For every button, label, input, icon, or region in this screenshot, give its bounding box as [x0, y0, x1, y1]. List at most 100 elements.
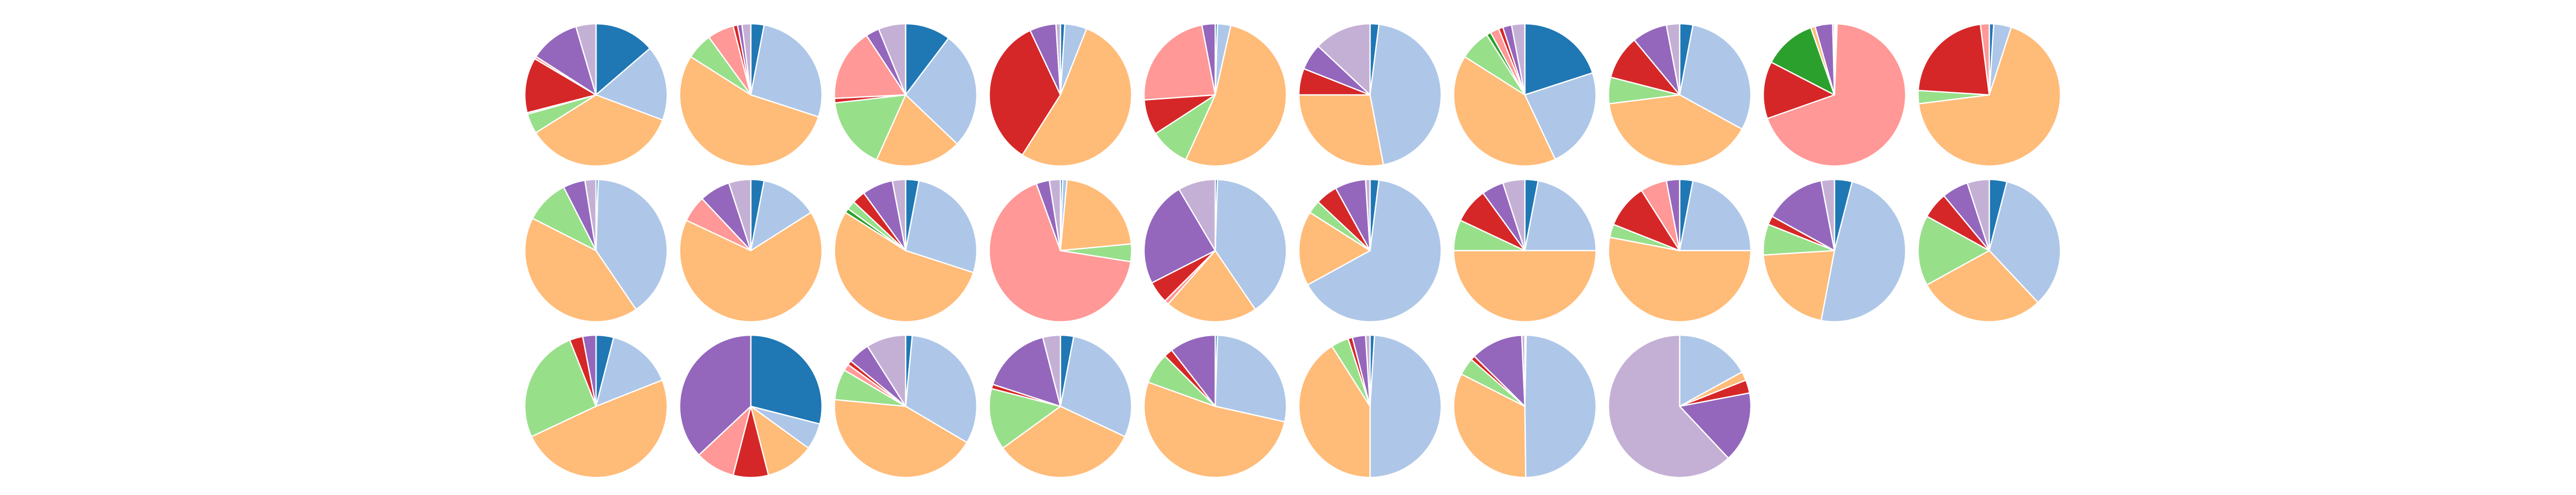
pie-21: [524, 334, 668, 478]
pie-7-slice-dark_blue: [1524, 23, 1593, 96]
pie-14-slice-pink: [988, 183, 1132, 323]
pie-3-slice-light_green: [834, 94, 907, 161]
pie-17-slice-lavender: [1502, 178, 1526, 252]
pie-7-slice-light_blue: [1524, 72, 1597, 160]
pie-8-slice-orange: [1608, 94, 1743, 167]
pies-group: [524, 23, 2062, 478]
pie-25-slice-purple: [1171, 334, 1216, 407]
pie-9-slice-lavender: [1832, 23, 1836, 96]
pie-6-slice-light_blue: [1369, 23, 1442, 166]
pie-26-slice-light_blue: [1369, 335, 1442, 478]
pie-19-slice-purple: [1771, 180, 1836, 252]
pie-15-slice-purple: [1143, 188, 1216, 284]
pie-1-slice-orange: [535, 94, 664, 167]
pie-23: [833, 334, 978, 478]
pie-3-slice-light_blue: [905, 37, 978, 145]
pie-27-slice-lavender: [1521, 334, 1526, 407]
pie-11-slice-light_green: [532, 186, 597, 252]
pie-5-slice-light_green: [1155, 94, 1216, 160]
pie-24-slice-light_blue: [1059, 336, 1133, 438]
pie-18: [1607, 178, 1752, 323]
pie-4-slice-orange: [1021, 28, 1133, 167]
pie-18-slice-red: [1613, 190, 1681, 252]
pie-7: [1453, 23, 1597, 167]
pie-21-slice-light_blue: [595, 337, 663, 407]
pie-6: [1298, 23, 1442, 167]
pie-24-slice-lavender: [1042, 334, 1061, 407]
pie-19-slice-orange: [1763, 250, 1836, 321]
pie-25-slice-orange: [1143, 382, 1285, 478]
pie-5-slice-pink: [1143, 24, 1216, 101]
pie-20-slice-light_blue: [1988, 181, 2062, 303]
pie-25: [1143, 334, 1287, 478]
pie-2-slice-lavender: [741, 23, 752, 96]
pie-22-slice-orange: [750, 405, 809, 476]
pie-11-slice-lavender: [584, 178, 597, 252]
pie-10: [1917, 23, 2062, 167]
pie-28: [1607, 334, 1752, 478]
pie-27: [1453, 334, 1597, 478]
pie-11: [524, 178, 668, 323]
pie-3: [833, 23, 978, 167]
pie-14-slice-orange: [1059, 179, 1132, 252]
pie-14: [988, 178, 1133, 323]
pie-20-slice-lavender: [1967, 178, 1990, 252]
pie-8-slice-red: [1610, 39, 1681, 96]
pie-21-slice-orange: [530, 379, 668, 478]
pie-13-slice-orange: [833, 211, 974, 323]
pie-1-slice-dark_blue: [595, 23, 651, 96]
pie-15-slice-light_blue: [1214, 178, 1287, 310]
pie-16-slice-light_blue: [1307, 179, 1442, 323]
pie-4-slice-lavender: [1055, 23, 1061, 96]
pie-1-slice-red: [524, 58, 597, 113]
pie-5-slice-purple: [1201, 23, 1216, 96]
pie-20-slice-orange: [1926, 250, 2039, 323]
pie-21-slice-light_green: [524, 339, 597, 438]
pie-24: [988, 334, 1133, 478]
pie-2: [679, 23, 823, 167]
pie-15: [1143, 178, 1287, 323]
pie-17: [1453, 178, 1597, 323]
pie-11-slice-light_blue: [595, 178, 668, 310]
pie-28-slice-lavender: [1607, 334, 1729, 478]
pie-12-slice-orange: [679, 211, 823, 323]
pie-8-slice-lavender: [1665, 23, 1681, 96]
pie-5-slice-orange: [1185, 25, 1287, 167]
pie-21-slice-purple: [582, 334, 597, 407]
pie-3-slice-pink: [833, 35, 907, 99]
pie-16-slice-lavender: [1365, 178, 1371, 252]
pie-28-slice-light_blue: [1679, 334, 1743, 407]
pie-2-slice-orange: [679, 56, 819, 167]
pie-4: [988, 23, 1133, 167]
pie-6-slice-orange: [1298, 94, 1384, 167]
pie-4-slice-red: [988, 29, 1061, 156]
pie-15-slice-orange: [1167, 250, 1256, 323]
pie-16: [1298, 178, 1442, 323]
pie-17-slice-orange: [1453, 250, 1597, 323]
pie-23-slice-light_blue: [905, 335, 978, 443]
pie-18-slice-purple: [1665, 178, 1681, 252]
pie-27-slice-purple: [1473, 334, 1526, 407]
pie-9: [1762, 23, 1907, 167]
pie-12-slice-lavender: [728, 178, 752, 252]
pie-22-slice-dark_blue: [750, 334, 823, 425]
pie-3-slice-orange: [876, 94, 958, 167]
pie-24-slice-purple: [992, 337, 1061, 407]
pie-1-slice-lavender: [575, 23, 597, 96]
pie-17-slice-light_blue: [1524, 180, 1597, 252]
pie-15-slice-lavender: [1178, 178, 1216, 252]
pie-13-slice-lavender: [891, 178, 907, 252]
pie-1-slice-light_blue: [595, 47, 668, 121]
pie-9-slice-red: [1762, 61, 1836, 120]
pie-27-slice-orange: [1453, 373, 1526, 478]
pie-10-slice-orange: [1918, 26, 2062, 167]
pie-20: [1917, 178, 2062, 323]
pie-20-slice-light_green: [1917, 216, 1990, 286]
pie-26-slice-lavender: [1365, 334, 1371, 407]
pie-19-slice-light_blue: [1820, 181, 1907, 323]
pie-13-slice-light_blue: [905, 180, 978, 273]
pie-7-slice-lavender: [1510, 23, 1526, 96]
pie-8: [1607, 23, 1752, 167]
pie-7-slice-orange: [1453, 56, 1556, 167]
